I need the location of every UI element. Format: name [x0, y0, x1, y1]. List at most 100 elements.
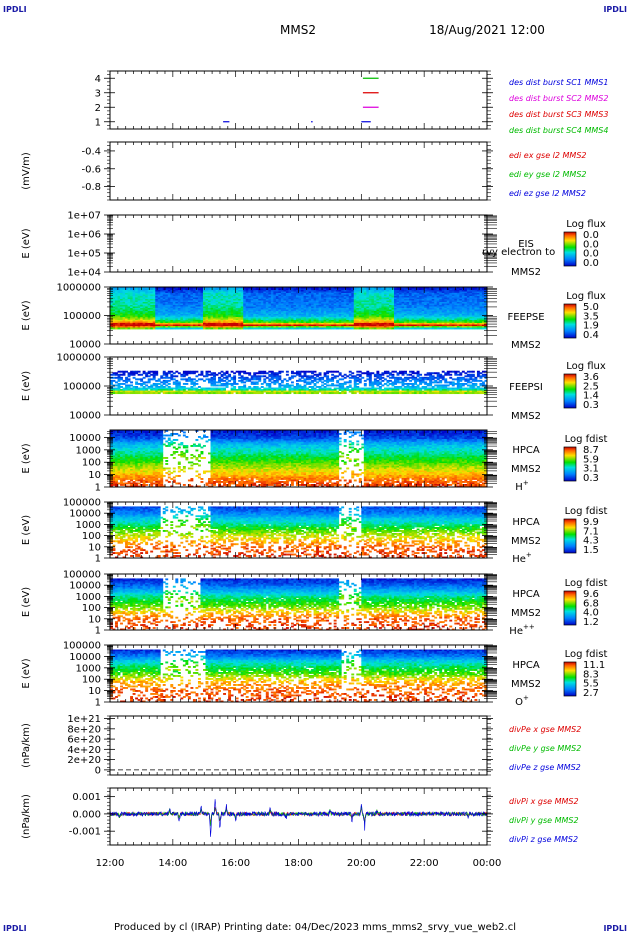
spectrogram-cell — [376, 290, 380, 292]
spectrogram-cell — [225, 327, 229, 330]
spectrogram-cell — [157, 327, 161, 330]
spectrogram-cell — [409, 288, 412, 291]
spectrogram-cell — [275, 290, 279, 292]
spectrogram-cell — [260, 290, 264, 292]
spectrogram-cell — [223, 287, 227, 289]
spectrogram-cell — [120, 370, 123, 373]
spectrogram-cell — [150, 370, 154, 373]
spectrogram-cell — [125, 327, 128, 330]
legend-entry: edi ez gse l2 MMS2 — [509, 189, 586, 198]
spectrogram-cell — [120, 287, 123, 289]
spectrogram-cell — [338, 288, 342, 291]
spectrogram-cell — [200, 327, 204, 330]
spectrogram-cell — [394, 290, 397, 292]
spectrogram-cell — [162, 290, 166, 292]
spectrogram-cell — [270, 288, 274, 291]
spectrogram-cell — [152, 290, 156, 292]
spectrogram-cell — [263, 372, 267, 375]
spectrogram-cell — [192, 372, 196, 375]
spectrogram-cell — [391, 370, 395, 373]
spectrogram-cell — [120, 327, 123, 330]
spectrogram-cell — [341, 288, 345, 291]
spectrogram-cell — [162, 287, 166, 289]
spectrogram-cell — [399, 327, 402, 330]
spectrogram-cell — [187, 327, 191, 330]
spectrogram-cell — [409, 327, 412, 330]
spectrogram-cell — [439, 287, 443, 289]
spectrogram-cell — [469, 288, 473, 291]
spectrogram-cell — [177, 288, 181, 291]
spectrogram-cell — [295, 327, 299, 330]
spectrogram-cell — [421, 287, 425, 289]
spectrogram-cell — [238, 288, 242, 291]
spectrogram-cell — [464, 287, 468, 289]
spectrogram-cell — [459, 287, 463, 289]
spectrogram-cell — [250, 327, 254, 330]
spectrogram-cell — [145, 327, 149, 330]
spectrogram-cell — [456, 287, 460, 289]
spectrogram-cell — [243, 327, 247, 330]
spectrogram-cell — [240, 287, 244, 289]
spectrogram-cell — [381, 288, 385, 291]
colorbar — [563, 231, 577, 267]
spectrogram-cell — [265, 327, 269, 330]
spectrogram-cell — [192, 288, 196, 291]
spectrogram-cell — [290, 288, 294, 291]
spectrogram-cell — [351, 327, 355, 330]
spectrogram-cell — [348, 290, 352, 292]
spectrogram-cell — [270, 287, 274, 289]
spectrogram-cell — [147, 290, 151, 292]
spectrogram-cell — [160, 327, 164, 330]
spectrogram-cell — [411, 288, 415, 291]
spectrogram-cell — [130, 288, 134, 291]
spectrogram-cell — [341, 287, 345, 289]
spectrogram-cell — [152, 288, 156, 291]
spectrogram-cell — [170, 287, 174, 289]
spectrogram-cell — [404, 372, 407, 375]
spectrogram-cell — [253, 288, 257, 291]
spectrogram-cell — [308, 287, 312, 289]
spectrogram-cell — [401, 327, 405, 330]
spectrogram-cell — [260, 327, 264, 330]
spectrogram-cell — [346, 327, 350, 330]
spectrogram-cell — [172, 327, 176, 330]
spectrogram-cell — [223, 290, 227, 292]
spectrogram-cell — [481, 287, 485, 289]
spectrogram-cell — [230, 290, 234, 292]
spectrogram-cell — [120, 290, 123, 292]
spectrogram-cell — [451, 288, 455, 291]
spectrogram-cell — [283, 290, 287, 292]
y-tick-label: -0.4 — [81, 146, 101, 157]
spectrogram-cell — [245, 290, 249, 292]
spectrogram-cell — [386, 327, 390, 330]
spectrogram-cell — [396, 287, 400, 289]
y-axis-label: E (eV) — [21, 300, 32, 330]
spectrogram-cell — [366, 287, 370, 289]
spectrogram-cell — [248, 290, 252, 292]
spectrogram-cell — [419, 288, 423, 291]
spectrogram-cell — [306, 370, 309, 373]
spectrogram-cell — [125, 287, 128, 289]
spectrogram-cell — [157, 287, 161, 289]
corner-label-bottom-left: IPDLI — [3, 924, 27, 933]
spectrogram-cell — [303, 288, 307, 291]
spectrogram-cell — [150, 288, 154, 291]
spectrogram-cell — [187, 372, 191, 375]
spectrogram-cell — [406, 290, 410, 292]
spectrogram-cell — [419, 327, 423, 330]
spectrogram-cell — [358, 287, 362, 289]
spectrogram-cell — [404, 290, 407, 292]
spectrogram-cell — [321, 287, 325, 289]
spectrogram-cell — [416, 290, 420, 292]
spectrogram-cell — [396, 327, 400, 330]
spectrogram-cell — [170, 370, 174, 373]
spectrogram-cell — [318, 287, 322, 289]
spectrogram-cell — [258, 327, 262, 330]
spectrogram-cell — [439, 288, 443, 291]
spectrogram-cell — [301, 327, 304, 330]
spectrogram-cell — [406, 288, 410, 291]
spectrogram-cell — [361, 327, 365, 330]
spectrogram-cell — [218, 288, 221, 291]
spectrogram-cell — [250, 290, 254, 292]
